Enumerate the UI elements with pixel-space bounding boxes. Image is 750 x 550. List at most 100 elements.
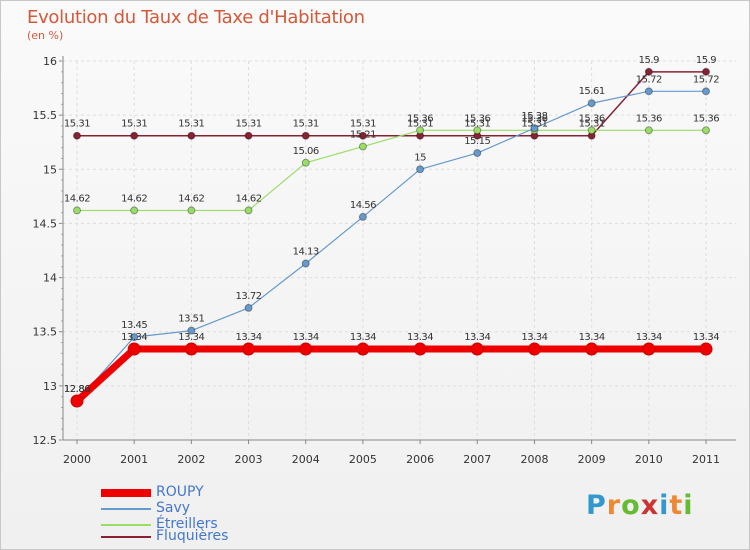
legend-label: Fluquières — [156, 528, 229, 544]
y-axis-unit: (en %) — [27, 29, 64, 42]
data-point — [299, 342, 313, 356]
data-label: 15.72 — [636, 74, 662, 85]
data-point — [242, 342, 256, 356]
data-point — [473, 126, 482, 135]
data-point — [358, 131, 367, 140]
data-point — [470, 342, 484, 356]
data-label: 15.31 — [350, 119, 376, 130]
y-tick-label: 12.5 — [33, 434, 58, 447]
data-label: 15.36 — [693, 113, 719, 124]
data-label: 13.34 — [579, 332, 605, 343]
logo-letter: i — [683, 490, 694, 521]
data-label: 15.36 — [521, 113, 547, 124]
x-tick-label: 2002 — [177, 453, 205, 466]
data-label: 15.06 — [293, 146, 319, 157]
data-label: 13.34 — [521, 332, 547, 343]
data-label: 15.15 — [464, 136, 490, 147]
legend-swatch — [101, 489, 151, 497]
y-tick-label: 15.5 — [33, 109, 58, 122]
data-label: 15.36 — [464, 113, 490, 124]
y-tick-label: 13 — [43, 380, 57, 393]
data-label: 15.36 — [636, 113, 662, 124]
data-label: 13.51 — [178, 314, 204, 325]
data-label: 15.31 — [235, 119, 261, 130]
data-label: 12.86 — [64, 384, 90, 395]
data-point — [473, 149, 482, 158]
logo-letter: o — [621, 490, 641, 521]
data-point — [73, 131, 81, 140]
data-point — [702, 67, 710, 76]
data-label: 13.34 — [464, 332, 490, 343]
data-label: 15.9 — [639, 55, 659, 66]
x-tick-label: 2003 — [235, 453, 263, 466]
data-label: 13.34 — [693, 332, 719, 343]
data-point — [587, 99, 596, 108]
data-point — [530, 124, 539, 133]
logo-letter: x — [640, 490, 660, 521]
data-point — [587, 126, 596, 135]
x-tick-label: 2001 — [120, 453, 148, 466]
data-label: 14.62 — [64, 193, 90, 204]
data-label: 14.62 — [178, 193, 204, 204]
data-point — [244, 131, 253, 140]
data-label: 15.9 — [696, 55, 716, 66]
data-label: 15.31 — [579, 119, 605, 130]
y-tick-label: 14 — [43, 272, 57, 285]
data-label: 15.21 — [350, 130, 376, 141]
data-point — [356, 342, 370, 356]
legend-item: ROUPY — [101, 484, 301, 500]
data-label: 13.34 — [121, 332, 147, 343]
data-label: 13.72 — [235, 291, 261, 302]
data-label: 13.34 — [293, 332, 319, 343]
logo-letter: r — [606, 490, 622, 521]
data-label: 15.31 — [407, 119, 433, 130]
data-label: 15.38 — [521, 111, 547, 122]
data-point — [130, 206, 139, 215]
data-point — [244, 303, 253, 312]
data-point — [413, 342, 427, 356]
series-line-2 — [76, 129, 707, 212]
legend-label: Savy — [156, 500, 191, 516]
data-point — [416, 126, 425, 135]
data-point — [642, 342, 656, 356]
legend-swatch — [101, 508, 151, 510]
data-point — [301, 158, 310, 167]
data-label: 13.34 — [407, 332, 433, 343]
x-tick-label: 2011 — [692, 453, 720, 466]
logo-letter: i — [659, 490, 670, 521]
x-tick-label: 2005 — [349, 453, 377, 466]
data-label: 15.31 — [121, 119, 147, 130]
data-label: 15.31 — [293, 119, 319, 130]
legend-swatch — [101, 536, 151, 538]
legend-label: ROUPY — [156, 484, 204, 500]
data-point — [130, 333, 139, 342]
data-label: 14.13 — [293, 246, 319, 257]
data-label: 15.31 — [64, 119, 90, 130]
series-line-1 — [76, 90, 707, 402]
data-label: 14.56 — [350, 200, 376, 211]
data-point — [358, 142, 367, 151]
y-tick-label: 13.5 — [33, 326, 58, 339]
data-point — [187, 326, 196, 335]
y-tick-label: 15 — [43, 163, 57, 176]
x-tick-label: 2000 — [63, 453, 91, 466]
x-tick-label: 2008 — [520, 453, 548, 466]
data-point — [702, 126, 710, 135]
data-point — [416, 165, 425, 174]
legend-item: Savy — [101, 500, 301, 516]
x-tick-label: 2010 — [635, 453, 663, 466]
data-label: 15.36 — [407, 113, 433, 124]
data-label: 15.61 — [579, 86, 605, 97]
data-point — [644, 67, 653, 76]
chart-title: Evolution du Taux de Taxe d'Habitation — [27, 7, 365, 28]
x-tick-label: 2009 — [578, 453, 606, 466]
data-point — [358, 212, 367, 221]
x-tick-label: 2007 — [463, 453, 491, 466]
y-tick-label: 14.5 — [33, 217, 58, 230]
legend-label: Étreillers — [156, 516, 218, 532]
data-point — [73, 206, 81, 215]
data-label: 12.86 — [64, 384, 90, 395]
series-line-3 — [76, 71, 707, 137]
data-label: 15.36 — [579, 113, 605, 124]
